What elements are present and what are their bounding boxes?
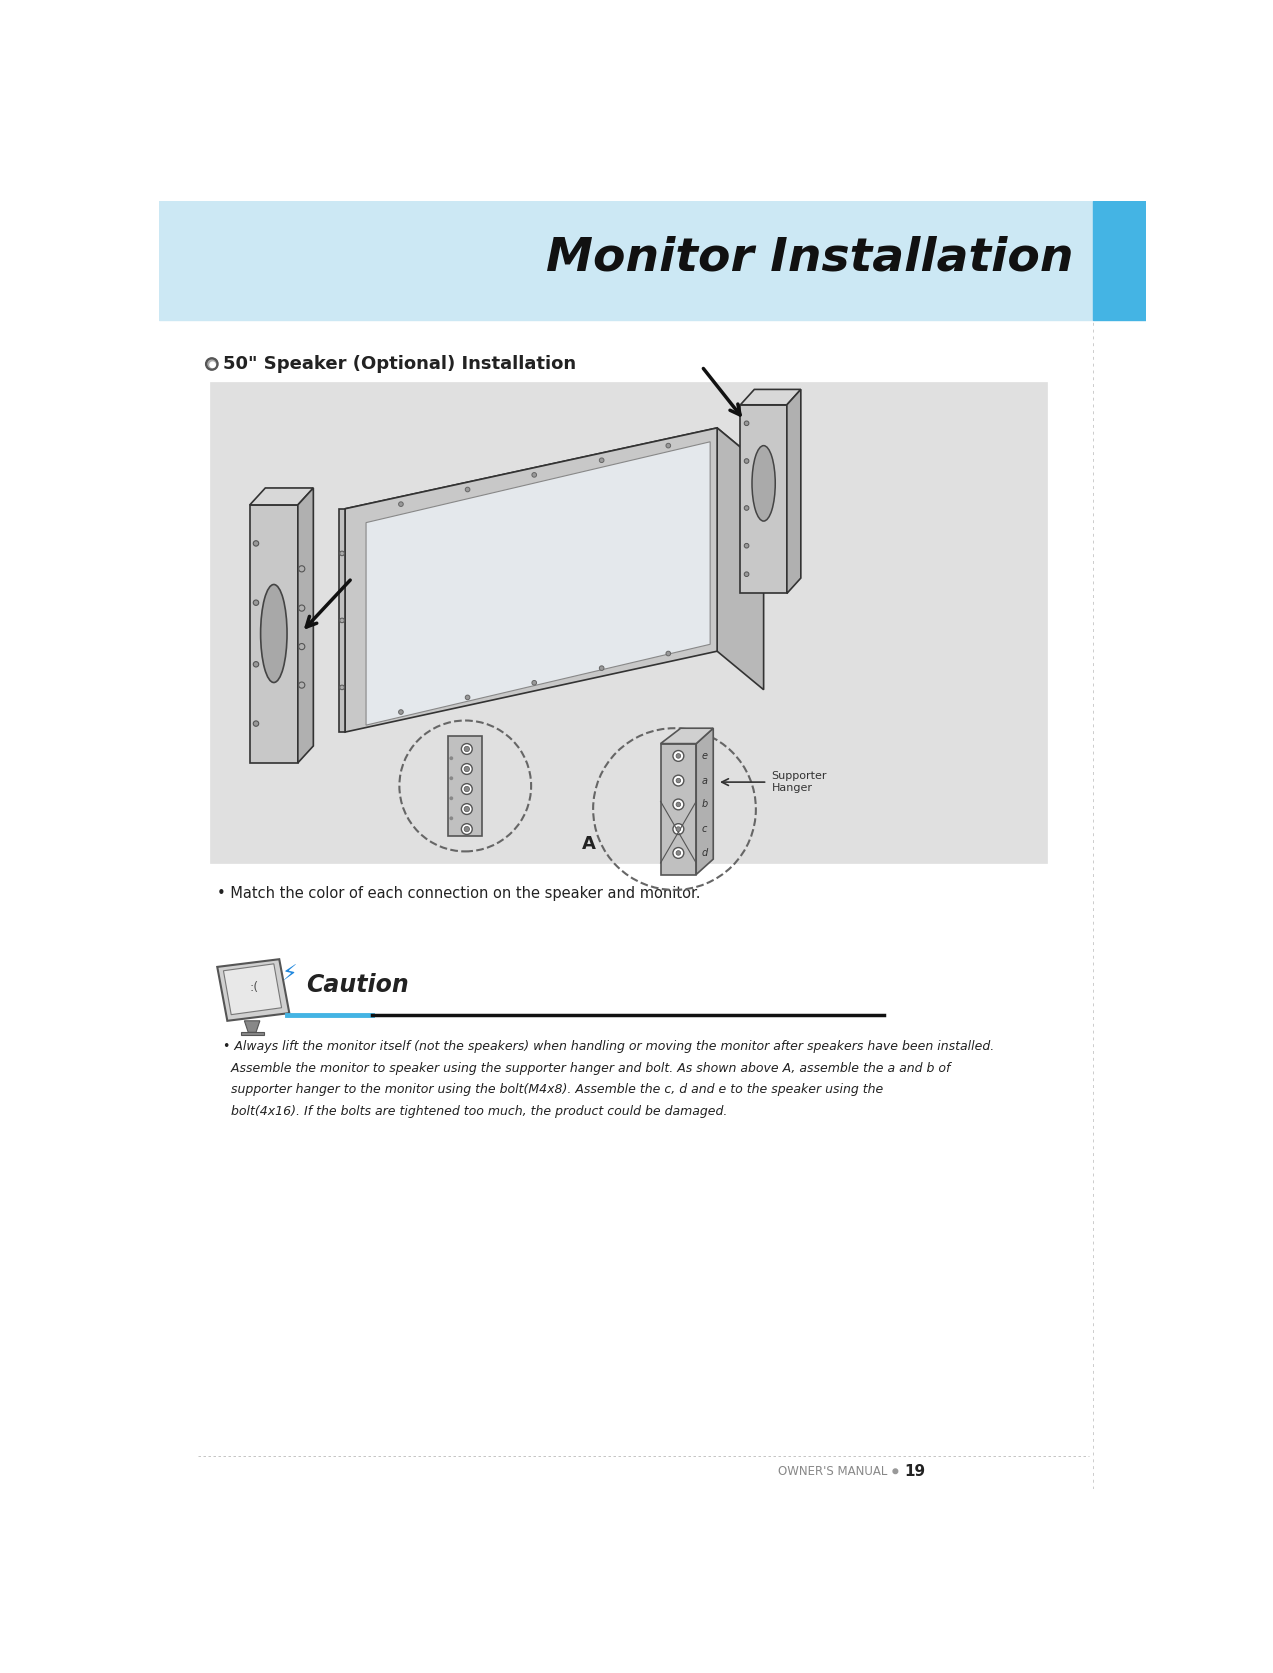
Circle shape <box>894 1469 897 1474</box>
Ellipse shape <box>261 584 286 683</box>
Polygon shape <box>241 1032 264 1034</box>
Text: bolt(4x16). If the bolts are tightened too much, the product could be damaged.: bolt(4x16). If the bolts are tightened t… <box>224 1104 728 1118</box>
Circle shape <box>745 572 749 577</box>
Polygon shape <box>244 1021 260 1032</box>
Polygon shape <box>741 405 787 594</box>
Text: supporter hanger to the monitor using the bolt(M4x8). Assemble the c, d and e to: supporter hanger to the monitor using th… <box>224 1082 883 1096</box>
Text: • Match the color of each connection on the speaker and monitor.: • Match the color of each connection on … <box>218 887 700 902</box>
Bar <box>210 381 1046 863</box>
Text: c: c <box>701 825 707 835</box>
Circle shape <box>676 801 681 806</box>
Circle shape <box>449 816 453 820</box>
Circle shape <box>253 601 258 606</box>
Circle shape <box>398 502 404 507</box>
Polygon shape <box>661 743 696 875</box>
Circle shape <box>676 826 681 831</box>
Circle shape <box>666 651 671 656</box>
Circle shape <box>465 806 470 811</box>
Polygon shape <box>661 728 713 743</box>
Circle shape <box>465 786 470 791</box>
Circle shape <box>465 826 470 831</box>
Polygon shape <box>218 959 289 1021</box>
Circle shape <box>340 617 345 622</box>
Circle shape <box>253 721 258 726</box>
Circle shape <box>745 458 749 463</box>
Text: a: a <box>701 776 708 786</box>
Text: d: d <box>701 848 708 858</box>
Circle shape <box>465 694 470 699</box>
Circle shape <box>600 666 603 671</box>
Circle shape <box>253 540 258 545</box>
Polygon shape <box>367 442 710 724</box>
Circle shape <box>461 783 472 795</box>
Circle shape <box>676 778 681 783</box>
Circle shape <box>449 776 453 780</box>
Circle shape <box>210 361 215 368</box>
Polygon shape <box>448 736 482 836</box>
Polygon shape <box>696 728 713 875</box>
Polygon shape <box>345 428 717 733</box>
Circle shape <box>465 766 470 771</box>
Circle shape <box>676 850 681 855</box>
Polygon shape <box>741 390 801 405</box>
Circle shape <box>673 800 684 810</box>
Text: OWNER'S MANUAL: OWNER'S MANUAL <box>778 1466 887 1477</box>
Circle shape <box>532 472 536 477</box>
Circle shape <box>532 681 536 684</box>
Circle shape <box>449 796 453 800</box>
Circle shape <box>398 709 404 714</box>
Circle shape <box>465 487 470 492</box>
Circle shape <box>461 823 472 835</box>
Polygon shape <box>717 428 764 689</box>
Text: Monitor Installation: Monitor Installation <box>546 236 1073 281</box>
Circle shape <box>600 458 603 462</box>
Circle shape <box>673 775 684 786</box>
Circle shape <box>666 443 671 448</box>
Circle shape <box>340 550 345 555</box>
Circle shape <box>299 683 304 688</box>
Polygon shape <box>787 390 801 594</box>
Circle shape <box>299 606 304 611</box>
Text: 19: 19 <box>905 1464 925 1479</box>
Circle shape <box>299 644 304 649</box>
Circle shape <box>461 743 472 755</box>
Polygon shape <box>339 509 345 733</box>
Circle shape <box>745 505 749 510</box>
Circle shape <box>299 565 304 572</box>
Ellipse shape <box>752 445 775 520</box>
Polygon shape <box>224 964 281 1014</box>
Circle shape <box>207 360 215 368</box>
Circle shape <box>340 684 345 689</box>
Polygon shape <box>345 428 764 555</box>
Circle shape <box>461 763 472 775</box>
Circle shape <box>745 422 749 425</box>
Text: ⚡: ⚡ <box>281 965 297 985</box>
Polygon shape <box>250 489 313 505</box>
Bar <box>1094 201 1146 320</box>
Text: Supporter
Hanger: Supporter Hanger <box>771 771 827 793</box>
Text: A: A <box>582 835 596 853</box>
Circle shape <box>745 544 749 549</box>
Circle shape <box>449 756 453 760</box>
Circle shape <box>206 358 218 370</box>
Circle shape <box>465 746 470 751</box>
Circle shape <box>673 823 684 835</box>
Circle shape <box>253 661 258 668</box>
Text: e: e <box>701 751 708 761</box>
Text: • Always lift the monitor itself (not the speakers) when handling or moving the : • Always lift the monitor itself (not th… <box>224 1041 994 1052</box>
Circle shape <box>673 848 684 858</box>
Text: :(: :( <box>250 980 258 994</box>
Text: b: b <box>701 800 708 810</box>
Circle shape <box>673 751 684 761</box>
Text: 50" Speaker (Optional) Installation: 50" Speaker (Optional) Installation <box>223 355 575 373</box>
Circle shape <box>461 803 472 815</box>
Bar <box>159 201 1094 320</box>
Circle shape <box>676 753 681 758</box>
Polygon shape <box>250 505 298 763</box>
Text: Caution: Caution <box>307 972 409 997</box>
Text: Assemble the monitor to speaker using the supporter hanger and bolt. As shown ab: Assemble the monitor to speaker using th… <box>224 1062 951 1074</box>
Polygon shape <box>298 489 313 763</box>
